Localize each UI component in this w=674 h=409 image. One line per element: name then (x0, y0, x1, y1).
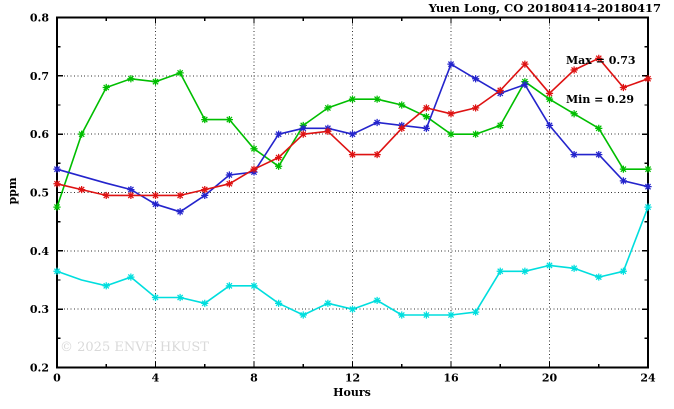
x-tick-label: 20 (542, 372, 558, 385)
axes-frame (56, 16, 649, 369)
y-tick-label: 0.7 (30, 70, 49, 83)
y-tick-label: 0.6 (30, 128, 49, 141)
series-red-markers (53, 54, 652, 200)
y-tick-label: 0.3 (30, 303, 49, 316)
x-tick-label: 4 (152, 372, 160, 385)
x-axis-label: Hours (333, 386, 371, 399)
y-axis-label: ppm (6, 177, 19, 205)
y-tick-label: 0.4 (30, 245, 49, 258)
min-annotation: Min = 0.29 (566, 93, 635, 106)
watermark: © 2025 ENVF, HKUST (60, 340, 209, 355)
series-blue (53, 60, 652, 216)
x-tick-label: 12 (345, 372, 360, 385)
series-cyan-markers (53, 203, 652, 319)
max-annotation: Max = 0.73 (566, 54, 636, 67)
series-cyan (53, 203, 652, 319)
y-tick-label: 0.5 (30, 187, 49, 200)
x-tick-label: 8 (250, 372, 258, 385)
y-tick-label: 0.8 (30, 12, 49, 25)
y-tick-label: 0.2 (30, 362, 49, 375)
gridlines (57, 17, 648, 368)
tick-labels: 0 4 8 12 16 20 24 0.2 0.3 0.4 0.5 0.6 0.7 0.8 (30, 12, 656, 385)
series-red (53, 54, 652, 200)
x-tick-label: 0 (53, 372, 61, 385)
series-blue-markers (53, 60, 652, 216)
chart-title: Yuen Long, CO 20180414–20180417 (428, 1, 661, 15)
series-cyan-line (56, 206, 649, 316)
x-tick-label: 24 (640, 372, 656, 385)
stats-annotation: Max = 0.73 Min = 0.29 (566, 28, 636, 132)
x-tick-label: 16 (443, 372, 459, 385)
